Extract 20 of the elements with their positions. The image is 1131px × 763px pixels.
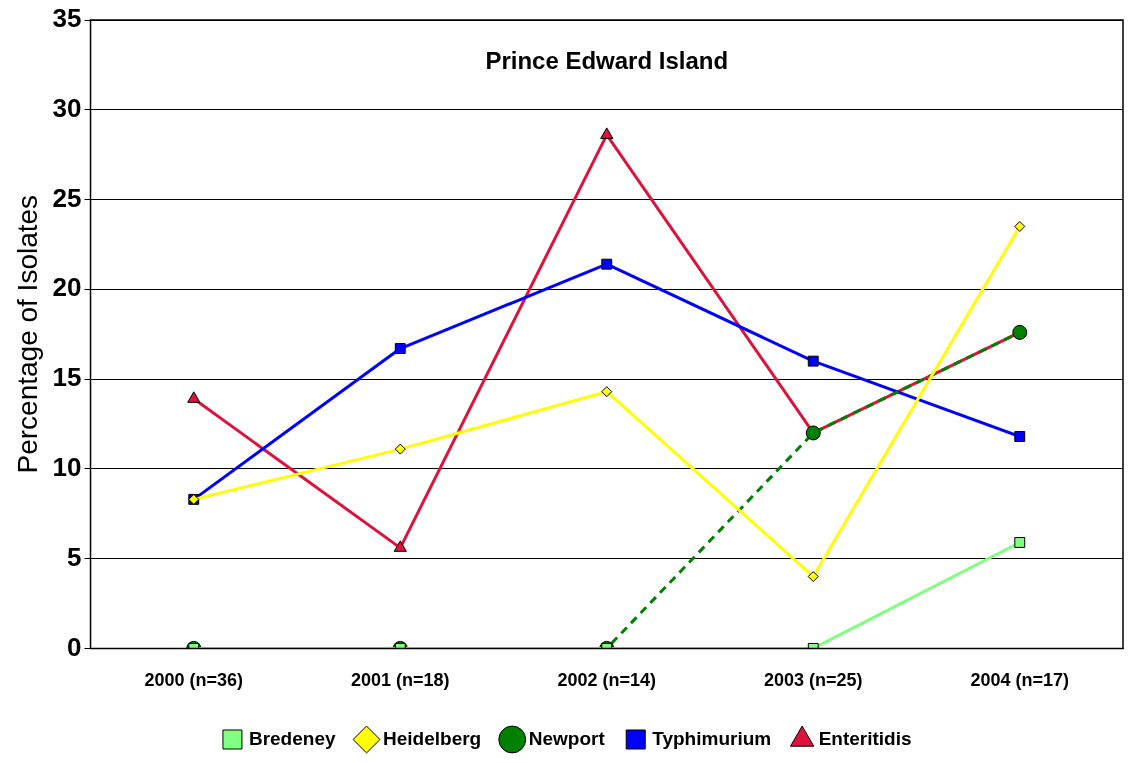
y-tick-label: 15 [52, 362, 82, 393]
y-tick-label: 25 [52, 182, 82, 213]
y-tick-label: 5 [67, 541, 82, 572]
legend-label: Heidelberg [383, 727, 482, 749]
x-tick-label: 2002 (n=14) [557, 670, 657, 691]
y-tick-label: 30 [52, 92, 82, 123]
legend-label: Bredeney [248, 727, 336, 749]
text: Prince Edward Island [485, 46, 729, 74]
legend-label: Typhimurium [652, 727, 772, 749]
x-tick-label: 2004 (n=17) [970, 670, 1070, 691]
y-tick-label: 10 [52, 452, 82, 483]
x-tick-label: 2001 (n=18) [350, 670, 450, 691]
x-tick-label: 2003 (n=25) [763, 670, 863, 691]
legend-label: Newport [528, 727, 606, 749]
legend-label: Enteritidis [818, 727, 912, 749]
y-axis-title: Percentage of Isolates [11, 194, 43, 474]
x-tick-label: 2000 (n=36) [144, 670, 244, 691]
y-tick-label: 0 [67, 631, 82, 662]
y-tick-label: 35 [52, 3, 82, 34]
y-tick-label: 20 [52, 272, 82, 303]
